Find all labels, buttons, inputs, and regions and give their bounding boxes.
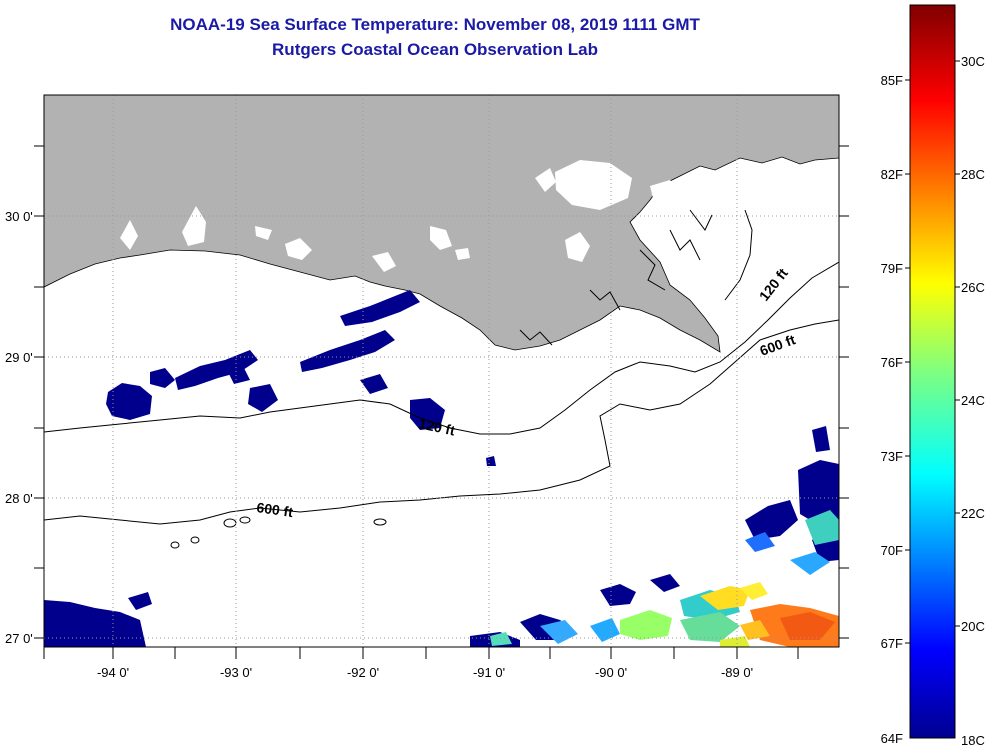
colorbar-f-label: 85F — [881, 73, 903, 88]
lon-label: -91 0' — [473, 665, 505, 680]
colorbar-c-label: 24C — [961, 393, 985, 408]
colorbar-c-label: 18C — [961, 733, 985, 748]
lake — [565, 232, 590, 262]
colorbar-c-label: 26C — [961, 280, 985, 295]
colorbar-f-label: 73F — [881, 449, 903, 464]
colorbar-f-label: 76F — [881, 355, 903, 370]
lon-label: -93 0' — [220, 665, 252, 680]
lat-label: 30 0' — [5, 209, 33, 224]
colorbar-ticks — [905, 60, 960, 644]
lake — [650, 180, 682, 206]
lon-label: -89 0' — [721, 665, 753, 680]
colorbar-f-label: 82F — [881, 167, 903, 182]
lon-label: -94 0' — [97, 665, 129, 680]
lake — [255, 226, 272, 240]
map-subtitle: Rutgers Coastal Ocean Observation Lab — [272, 40, 598, 59]
lat-label: 27 0' — [5, 631, 33, 646]
lat-label: 28 0' — [5, 491, 33, 506]
lon-label: -90 0' — [595, 665, 627, 680]
lake — [372, 252, 396, 272]
axis-ticks — [34, 145, 849, 659]
colorbar-f-label: 79F — [881, 261, 903, 276]
colorbar-c-label: 28C — [961, 167, 985, 182]
lake — [555, 160, 632, 210]
map-title: NOAA-19 Sea Surface Temperature: Novembe… — [170, 15, 700, 34]
colorbar-f-label: 64F — [881, 731, 903, 746]
colorbar-f-label: 70F — [881, 543, 903, 558]
lake — [455, 248, 470, 260]
colorbar-c-label: 22C — [961, 506, 985, 521]
grid-lines — [44, 95, 839, 647]
lake — [120, 220, 138, 250]
land-mass — [44, 95, 839, 353]
colorbar-c-label: 30C — [961, 54, 985, 69]
delta-marsh — [519, 209, 713, 346]
lat-label: 29 0' — [5, 350, 33, 365]
lake — [285, 238, 312, 260]
colorbar-c-label: 20C — [961, 619, 985, 634]
lon-label: -92 0' — [347, 665, 379, 680]
contour-label-600ft-west: 600 ft — [256, 499, 295, 520]
map-frame — [43, 94, 840, 648]
contour-label-120ft-mid: 120 ft — [417, 415, 456, 438]
colorbar-f-label: 67F — [881, 636, 903, 651]
coastline — [724, 209, 753, 301]
lake — [430, 226, 452, 250]
colorbar — [909, 4, 956, 739]
lake — [535, 168, 556, 192]
